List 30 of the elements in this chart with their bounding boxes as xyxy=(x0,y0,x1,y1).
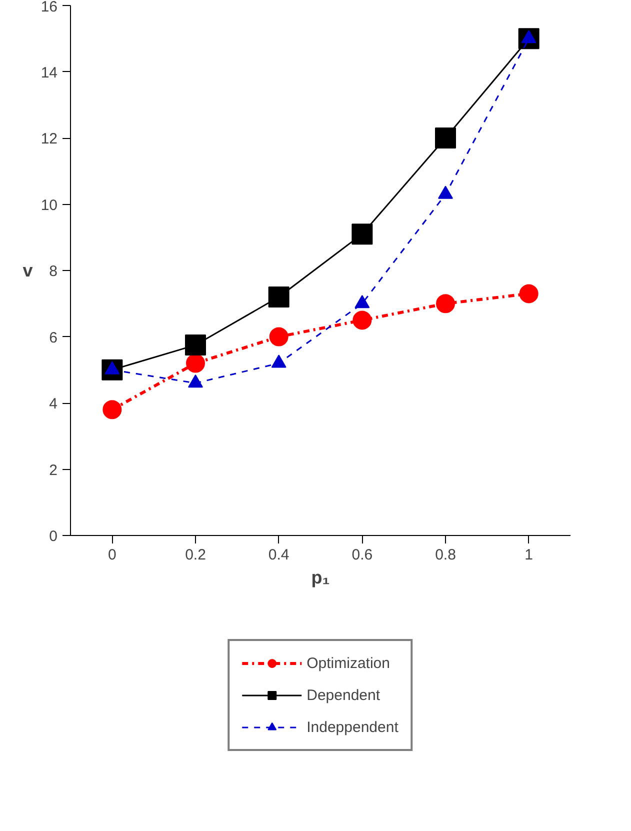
x-tick-label: 1 xyxy=(524,546,534,564)
legend-label: Indeppendent xyxy=(306,718,398,736)
y-tick-label: 4 xyxy=(49,396,58,412)
point xyxy=(102,400,122,420)
point xyxy=(352,224,373,245)
y-tick-label: 12 xyxy=(40,130,58,148)
point xyxy=(268,286,290,308)
y-axis-title: v xyxy=(22,260,33,280)
point xyxy=(185,334,206,356)
point xyxy=(186,354,205,373)
x-tick-label: 0 xyxy=(108,546,116,564)
y-tick-label: 2 xyxy=(49,462,58,479)
point xyxy=(436,294,455,314)
point xyxy=(435,128,456,148)
y-tick-label: 8 xyxy=(49,263,58,280)
x-tick-label: 0.6 xyxy=(352,546,373,564)
point xyxy=(352,310,372,330)
x-axis-title: p₁ xyxy=(311,568,330,588)
x-tick-label: 0.8 xyxy=(435,546,456,564)
point xyxy=(519,284,538,304)
y-tick-label: 14 xyxy=(40,64,58,82)
y-tick-label: 0 xyxy=(49,528,58,545)
x-tick-label: 0.2 xyxy=(185,546,206,564)
x-tick-label: 0.4 xyxy=(268,546,290,564)
point xyxy=(269,327,288,346)
y-tick-label: 6 xyxy=(49,329,58,346)
y-tick-label: 16 xyxy=(40,0,58,16)
legend-label: Optimization xyxy=(306,654,390,672)
legend-label: Dependent xyxy=(306,686,380,704)
y-tick-label: 10 xyxy=(40,196,58,214)
